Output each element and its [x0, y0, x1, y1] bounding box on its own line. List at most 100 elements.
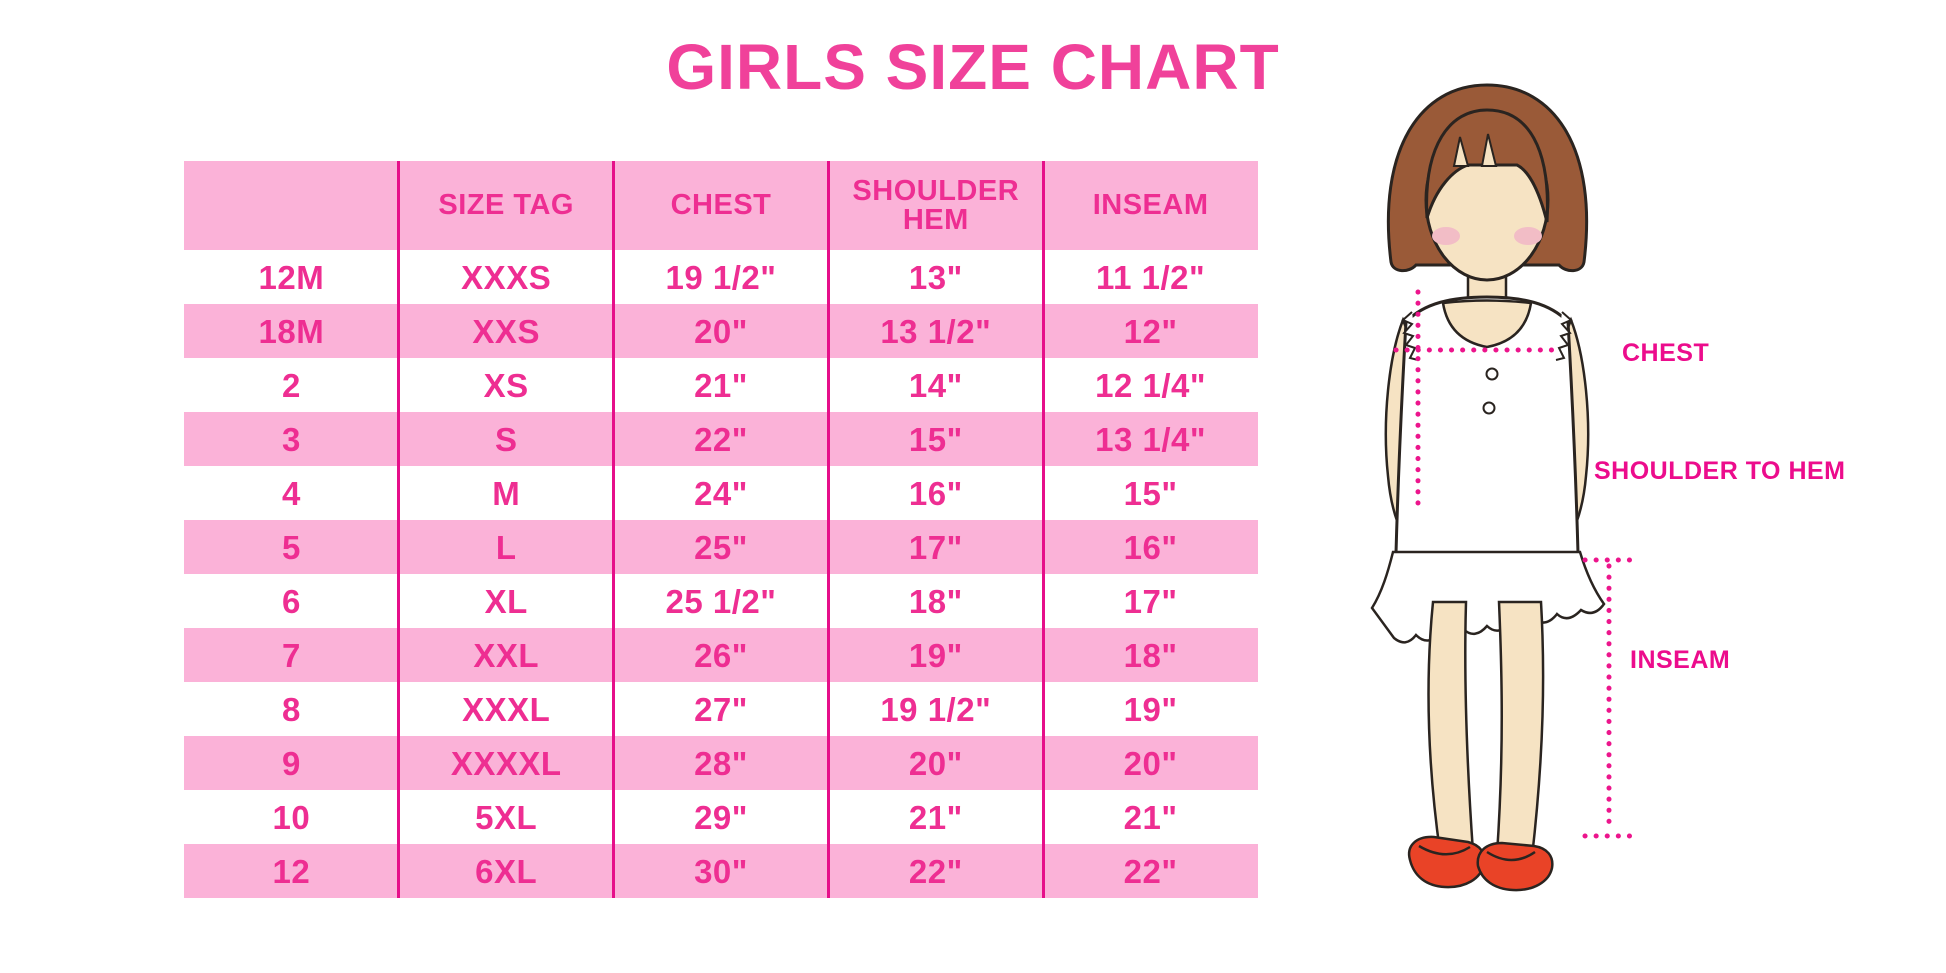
cell-size: 7 — [281, 636, 301, 674]
column-separator — [1042, 161, 1045, 898]
cell-chest: 26" — [694, 636, 748, 674]
blush-right — [1514, 227, 1542, 245]
column-separator — [397, 161, 400, 898]
shoe-left — [1407, 835, 1486, 889]
cell-shoulder-hem: 20" — [908, 744, 963, 782]
cell-size: 18M — [258, 312, 325, 350]
table-body: 12M XXXS 19 1/2" 13" 11 1/2" 18M XXS 20"… — [184, 250, 1258, 898]
table-row: 7 XXL 26" 19" 18" — [184, 628, 1258, 682]
shoe-right-strap — [1486, 850, 1536, 862]
column-separator — [612, 161, 615, 898]
ruffle-right — [1555, 311, 1573, 361]
cell-shoulder-hem: 17" — [908, 528, 963, 566]
cell-inseam: 18" — [1123, 636, 1178, 674]
cell-shoulder-hem: 21" — [908, 798, 963, 836]
shoe-right — [1476, 841, 1554, 892]
top-torso — [1394, 295, 1580, 555]
bangs-notch-right — [1480, 133, 1498, 167]
cell-size-tag: L — [495, 528, 517, 566]
cell-size: 4 — [281, 474, 301, 512]
cell-shoulder-hem: 22" — [908, 852, 963, 890]
header-cell-inseam: INSEAM — [1092, 189, 1209, 221]
blush-left — [1432, 227, 1460, 245]
cell-chest: 20" — [694, 312, 748, 350]
cell-size: 2 — [281, 366, 301, 404]
inseam-label: INSEAM — [1630, 646, 1731, 674]
cell-size-tag: XS — [483, 366, 529, 404]
table-row: 3 S 22" 15" 13 1/4" — [184, 412, 1258, 466]
leg-right — [1495, 600, 1545, 859]
cell-chest: 24" — [694, 474, 748, 512]
cell-size-tag: XXS — [472, 312, 540, 350]
cell-inseam: 12 1/4" — [1095, 366, 1207, 404]
cell-chest: 19 1/2" — [665, 258, 777, 296]
table-row: 6 XL 25 1/2" 18" 17" — [184, 574, 1258, 628]
cell-size-tag: M — [492, 474, 521, 512]
shoe-left-strap — [1418, 844, 1471, 856]
cell-chest: 27" — [694, 690, 748, 728]
cell-inseam: 13 1/4" — [1095, 420, 1207, 458]
cell-chest: 21" — [694, 366, 748, 404]
bangs-notch-left — [1452, 136, 1470, 167]
cell-chest: 28" — [694, 744, 748, 782]
cell-size-tag: XL — [484, 582, 528, 620]
cell-size: 5 — [281, 528, 301, 566]
cell-size: 12M — [258, 258, 325, 296]
cell-inseam: 22" — [1123, 852, 1178, 890]
table-header-row: SIZE TAG CHEST SHOULDER HEM INSEAM — [184, 161, 1258, 250]
cell-shoulder-hem: 15" — [908, 420, 963, 458]
header-cell-size-tag: SIZE TAG — [438, 189, 574, 221]
cell-inseam: 17" — [1123, 582, 1178, 620]
cell-chest: 29" — [694, 798, 748, 836]
column-separator — [827, 161, 830, 898]
cell-size: 8 — [281, 690, 301, 728]
cell-inseam: 16" — [1123, 528, 1178, 566]
cell-size: 12 — [272, 852, 311, 890]
table-row: 9 XXXXL 28" 20" 20" — [184, 736, 1258, 790]
ruffle-left — [1401, 311, 1419, 361]
table-row: 8 XXXL 27" 19 1/2" 19" — [184, 682, 1258, 736]
cell-size-tag: 5XL — [475, 798, 538, 836]
cell-size-tag: XXL — [473, 636, 540, 674]
table-row: 5 L 25" 17" 16" — [184, 520, 1258, 574]
cell-size-tag: 6XL — [475, 852, 538, 890]
button-bottom — [1482, 401, 1496, 415]
cell-chest: 22" — [694, 420, 748, 458]
shoulder-to-hem-label: SHOULDER TO HEM — [1594, 457, 1846, 485]
header-cell-shoulder-hem: SHOULDER HEM — [852, 174, 1020, 236]
cell-inseam: 12" — [1123, 312, 1178, 350]
cell-size: 9 — [281, 744, 301, 782]
table-row: 2 XS 21" 14" 12 1/4" — [184, 358, 1258, 412]
cell-shoulder-hem: 16" — [908, 474, 963, 512]
cell-inseam: 20" — [1123, 744, 1178, 782]
neckline — [1441, 299, 1533, 349]
table-row: 10 5XL 29" 21" 21" — [184, 790, 1258, 844]
hair-bangs — [1425, 108, 1549, 223]
header-cell-chest: CHEST — [670, 189, 772, 221]
page-title: GIRLS SIZE CHART — [666, 31, 1280, 103]
cell-inseam: 11 1/2" — [1096, 258, 1206, 296]
leg-left — [1427, 600, 1475, 854]
skirt — [1370, 550, 1606, 644]
cell-size-tag: XXXXL — [450, 744, 562, 782]
cell-size-tag: XXXS — [461, 258, 552, 296]
button-top — [1485, 367, 1499, 381]
girl-measurement-illustration — [1370, 83, 1637, 892]
cell-inseam: 21" — [1123, 798, 1178, 836]
cell-size: 3 — [281, 420, 301, 458]
table-row: 12 6XL 30" 22" 22" — [184, 844, 1258, 898]
cell-size: 6 — [281, 582, 301, 620]
cell-size-tag: S — [494, 420, 518, 458]
cell-shoulder-hem: 13" — [908, 258, 963, 296]
table-row: 4 M 24" 16" 15" — [184, 466, 1258, 520]
chest-label: CHEST — [1622, 339, 1710, 367]
cell-size-tag: XXXL — [462, 690, 551, 728]
cell-chest: 30" — [694, 852, 748, 890]
cell-shoulder-hem: 19 1/2" — [880, 690, 992, 728]
table-row: 18M XXS 20" 13 1/2" 12" — [184, 304, 1258, 358]
cell-shoulder-hem: 13 1/2" — [880, 312, 992, 350]
cell-inseam: 19" — [1123, 690, 1178, 728]
cell-size: 10 — [272, 798, 311, 836]
cell-chest: 25" — [694, 528, 748, 566]
